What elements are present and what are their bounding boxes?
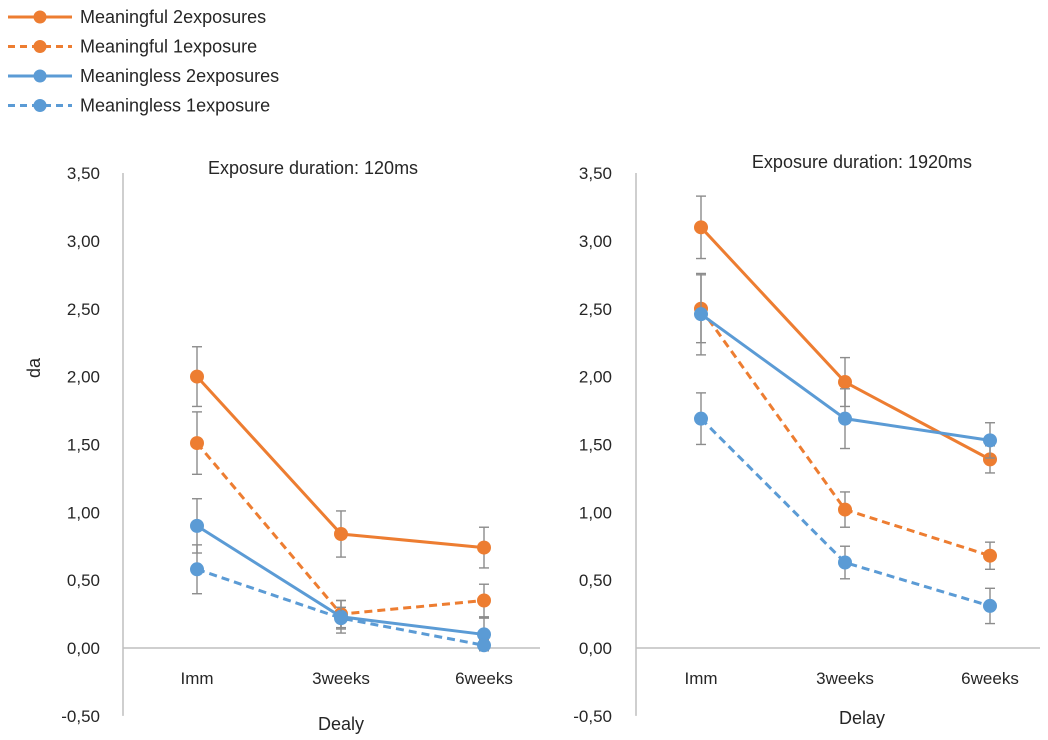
y-axis-label: da bbox=[24, 357, 44, 378]
data-point bbox=[190, 562, 204, 577]
legend: Meaningful 2exposures Meaningful 1exposur… bbox=[8, 7, 279, 116]
legend-marker bbox=[33, 40, 47, 53]
data-point bbox=[983, 548, 997, 563]
series-meaningless-1exposure bbox=[190, 544, 491, 653]
data-point bbox=[477, 638, 491, 653]
data-point bbox=[838, 411, 852, 426]
y-tick-label: 2,50 bbox=[579, 300, 612, 319]
y-tick-label: -0,50 bbox=[61, 707, 100, 726]
series-meaningful-2exposures bbox=[190, 346, 491, 569]
y-tick-label: 3,00 bbox=[67, 232, 100, 251]
y-tick-label: 3,50 bbox=[579, 164, 612, 183]
x-axis-label: Delay bbox=[839, 708, 885, 728]
y-tick-label: 0,00 bbox=[67, 639, 100, 658]
series-line bbox=[196, 567, 485, 647]
legend-item-meaningless-2exposures: Meaningless 2exposures bbox=[8, 66, 279, 86]
x-tick-label: Imm bbox=[684, 669, 717, 688]
series-meaningless-1exposure bbox=[694, 392, 997, 625]
data-point bbox=[334, 527, 348, 542]
y-tick-label: 2,50 bbox=[67, 300, 100, 319]
legend-item-meaningful-1exposure: Meaningful 1exposure bbox=[8, 37, 257, 57]
series-meaningless-2exposures bbox=[694, 272, 997, 459]
legend-item-meaningless-1exposure: Meaningless 1exposure bbox=[8, 96, 270, 116]
data-point bbox=[983, 452, 997, 467]
x-tick-label: 3weeks bbox=[312, 669, 370, 688]
x-axis-label: Dealy bbox=[318, 714, 364, 734]
legend-item-meaningful-2exposures: Meaningful 2exposures bbox=[8, 7, 266, 27]
chart-panel-120ms: Exposure duration: 120ms da Dealy 3,503,… bbox=[24, 158, 540, 734]
y-tick-label: 2,00 bbox=[579, 368, 612, 387]
y-tick-labels: 3,50 3,00 2,50 2,00 1,50 1,00 0,50 0,00 -0,50 bbox=[61, 164, 100, 726]
legend-marker bbox=[33, 69, 47, 83]
legend-label: Meaningless 1exposure bbox=[80, 96, 270, 116]
legend-label: Meaningless 2exposures bbox=[80, 66, 279, 86]
x-tick-label: 6weeks bbox=[961, 669, 1019, 688]
y-tick-label: 0,00 bbox=[579, 639, 612, 658]
data-point bbox=[694, 220, 708, 235]
y-tick-label: 1,00 bbox=[579, 503, 612, 522]
y-tick-label: 0,50 bbox=[579, 571, 612, 590]
y-tick-label: 3,00 bbox=[579, 232, 612, 251]
y-tick-label: 1,50 bbox=[67, 435, 100, 454]
data-point bbox=[983, 433, 997, 448]
data-point bbox=[190, 369, 204, 384]
data-point bbox=[477, 540, 491, 555]
legend-label: Meaningful 2exposures bbox=[80, 7, 266, 27]
data-point bbox=[190, 518, 204, 533]
data-point bbox=[477, 627, 491, 642]
data-point bbox=[334, 611, 348, 626]
series-line bbox=[699, 417, 991, 608]
data-point bbox=[694, 411, 708, 426]
data-point bbox=[838, 375, 852, 390]
legend-label: Meaningful 1exposure bbox=[80, 37, 257, 57]
y-tick-label: -0,50 bbox=[573, 707, 612, 726]
y-tick-label: 2,00 bbox=[67, 368, 100, 387]
data-point bbox=[983, 598, 997, 613]
legend-marker bbox=[33, 10, 47, 24]
x-tick-labels: Imm 3weeks 6weeks bbox=[684, 669, 1018, 688]
x-tick-label: 6weeks bbox=[455, 669, 513, 688]
chart-title: Exposure duration: 1920ms bbox=[752, 152, 972, 172]
data-point bbox=[838, 555, 852, 570]
x-tick-label: Imm bbox=[180, 669, 213, 688]
legend-marker bbox=[33, 99, 47, 112]
data-point bbox=[477, 593, 491, 608]
data-point bbox=[190, 436, 204, 451]
chart-title: Exposure duration: 120ms bbox=[208, 158, 418, 178]
y-tick-label: 1,50 bbox=[579, 435, 612, 454]
chart-panel-1920ms: Exposure duration: 1920ms Delay 3,50 3,00… bbox=[573, 152, 1040, 728]
x-tick-label: 3weeks bbox=[816, 669, 874, 688]
y-tick-label: 0,50 bbox=[67, 571, 100, 590]
data-point bbox=[838, 502, 852, 517]
y-tick-label: 1,00 bbox=[67, 503, 100, 522]
y-tick-labels: 3,50 3,00 2,50 2,00 1,50 1,00 0,50 0,00 -0,50 bbox=[573, 164, 612, 726]
x-tick-labels: Imm 3weeks 6weeks bbox=[180, 669, 512, 688]
y-tick-label: 3,50 bbox=[67, 164, 100, 183]
data-point bbox=[694, 307, 708, 322]
